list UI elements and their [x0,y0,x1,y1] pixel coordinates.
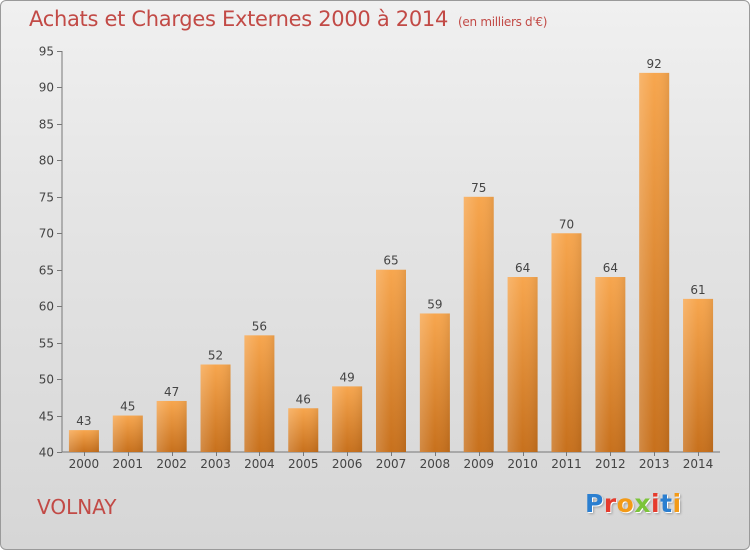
commune-name: VOLNAY [37,495,117,519]
x-tick-label: 2000 [69,457,100,471]
value-label: 70 [559,217,574,231]
x-tick-label: 2002 [156,457,187,471]
y-tick-label: 75 [39,191,54,205]
x-tick-label: 2012 [595,457,626,471]
y-tick-label: 85 [39,118,54,132]
value-label: 47 [164,385,179,399]
value-label: 92 [647,57,662,71]
chart-subtitle: (en milliers d'€) [458,15,548,29]
x-tick-label: 2010 [507,457,538,471]
bar-shine [376,269,406,452]
y-tick-label: 90 [39,81,54,95]
bar-shine [683,298,714,452]
bar-shine [244,335,275,452]
y-tick-label: 65 [39,264,54,278]
y-tick-label: 95 [39,45,54,59]
x-tick-label: 2005 [288,457,319,471]
x-tick-label: 2004 [244,457,275,471]
bar-shine [156,400,187,452]
x-tick-label: 2011 [551,457,582,471]
value-label: 61 [690,283,705,297]
value-label: 45 [120,400,135,414]
value-label: 49 [339,370,354,384]
y-tick-label: 45 [39,410,54,424]
bar-shine [639,72,670,452]
value-label: 43 [76,414,91,428]
proxiti-logo: Proxiti [585,489,682,518]
value-label: 64 [515,261,530,275]
x-tick-label: 2003 [200,457,231,471]
value-label: 46 [296,392,311,406]
logo-letter: P [585,489,604,518]
bar-shine [200,364,231,452]
value-label: 65 [383,254,398,268]
y-tick-label: 60 [39,300,54,314]
value-label: 64 [603,261,618,275]
bar-shine [507,277,538,452]
bar-shine [68,430,99,452]
logo-letter: i [651,489,661,518]
bar-shine [288,408,319,452]
y-tick-label: 80 [39,154,54,168]
logo-letter: o [616,489,635,518]
value-label: 75 [471,181,486,195]
x-tick-label: 2013 [639,457,670,471]
chart-title-text: Achats et Charges Externes 2000 à 2014 [29,7,449,31]
bar-shine [332,386,363,452]
logo-letter: r [603,489,617,518]
chart-title: Achats et Charges Externes 2000 à 2014 (e… [29,7,547,31]
bar-shine [551,233,582,452]
value-label: 52 [208,349,223,363]
value-label: 56 [252,319,267,333]
logo-letter: x [634,489,651,518]
logo-letter: t [660,489,673,518]
bar-shine [595,277,626,452]
y-tick-label: 50 [39,373,54,387]
bar-shine [112,415,143,452]
y-tick-label: 70 [39,227,54,241]
x-tick-label: 2008 [420,457,451,471]
x-tick-label: 2001 [113,457,144,471]
y-tick-label: 55 [39,337,54,351]
x-tick-label: 2014 [683,457,714,471]
x-tick-label: 2009 [463,457,494,471]
x-tick-label: 2006 [332,457,363,471]
x-tick-label: 2007 [376,457,407,471]
bar-shine [419,313,450,452]
logo-letter: i [672,489,682,518]
y-tick-label: 40 [39,446,54,460]
value-label: 59 [427,297,442,311]
bar-shine [463,196,494,452]
